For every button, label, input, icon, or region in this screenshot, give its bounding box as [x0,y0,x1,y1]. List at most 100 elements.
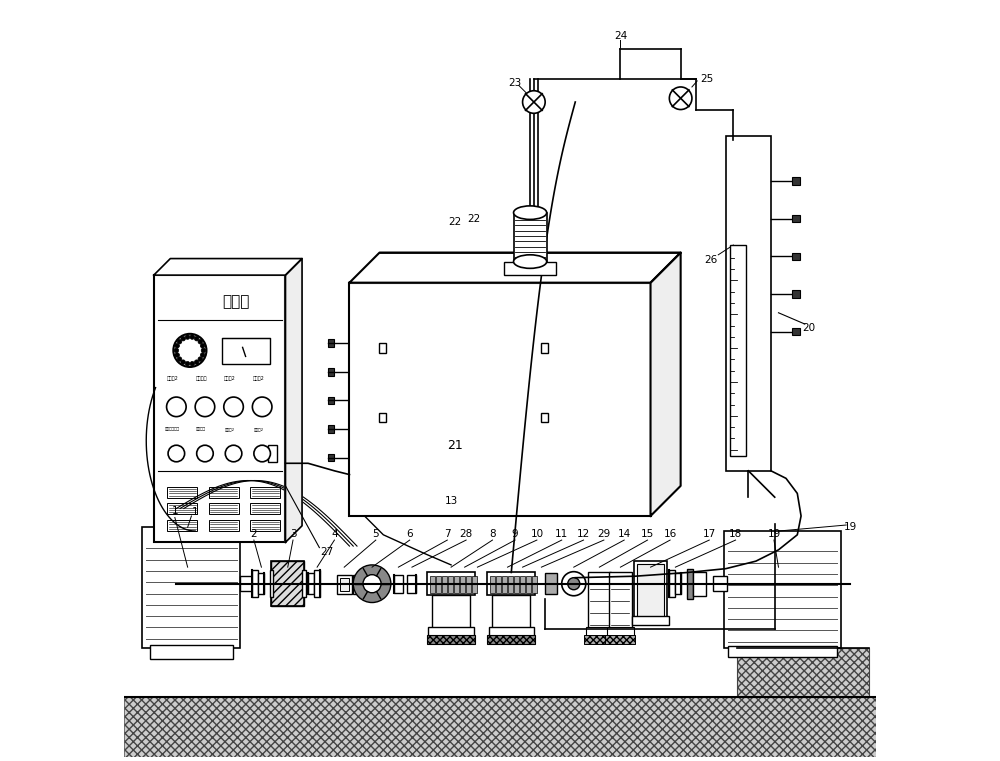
Bar [394,575,403,593]
Text: 17: 17 [703,529,716,539]
Bar [353,575,368,594]
Bar [504,262,556,275]
Bar [349,282,651,516]
Bar [532,576,537,593]
Bar [792,215,800,222]
Bar [487,635,535,644]
Text: 14: 14 [618,529,631,539]
Text: 自动控制开关: 自动控制开关 [165,428,180,431]
Text: 18: 18 [729,529,742,539]
Circle shape [194,360,199,365]
Text: 电磁控2: 电磁控2 [224,377,236,381]
Bar [605,635,635,644]
Bar [730,245,746,456]
Bar [609,572,632,629]
Bar [428,627,474,636]
Bar [713,576,727,591]
Bar [489,627,534,636]
Bar [492,595,530,629]
Bar [584,635,614,644]
Circle shape [195,397,215,416]
Text: 23: 23 [508,78,522,88]
Text: 2: 2 [251,529,257,539]
Bar [514,212,547,262]
Polygon shape [349,253,681,282]
Polygon shape [651,253,681,516]
Circle shape [353,565,391,603]
Circle shape [252,397,272,416]
Text: 21: 21 [447,440,463,453]
Circle shape [523,91,545,113]
Text: 28: 28 [460,529,473,539]
Bar [252,570,258,597]
Bar [693,572,706,596]
Text: 24: 24 [614,30,627,41]
Text: 液压控2: 液压控2 [253,377,264,381]
Bar [328,396,334,404]
Bar [142,527,240,648]
Text: 11: 11 [555,529,568,539]
Bar [250,503,280,514]
Text: 3: 3 [290,529,296,539]
Bar [314,570,320,597]
Bar [588,572,611,629]
Circle shape [197,445,213,462]
Circle shape [168,445,185,462]
Circle shape [198,357,203,361]
Circle shape [201,348,206,352]
Bar [432,595,470,629]
Circle shape [173,334,206,367]
Ellipse shape [514,255,547,269]
Bar [586,627,613,636]
Text: 1: 1 [192,508,198,517]
Bar [436,576,441,593]
Bar [328,454,334,461]
Text: 26: 26 [704,255,717,265]
Bar [250,486,280,498]
Bar [607,627,634,636]
Bar [632,616,669,625]
Text: 9: 9 [512,529,518,539]
Bar [514,576,519,593]
Bar [490,576,495,593]
Text: 4: 4 [331,529,338,539]
Text: 1: 1 [172,507,178,517]
Bar [222,338,270,364]
Text: 磁粉控2: 磁粉控2 [225,428,235,431]
Circle shape [167,397,186,416]
Bar [167,486,197,498]
Bar [379,413,386,422]
Circle shape [175,353,179,357]
Circle shape [185,335,190,339]
Bar [165,510,194,529]
Text: 7: 7 [444,529,451,539]
Bar [209,486,239,498]
Circle shape [185,361,190,366]
Bar [430,576,435,593]
Text: 直流电机: 直流电机 [196,428,206,431]
Bar [737,648,869,696]
Bar [675,573,681,594]
Bar [328,368,334,376]
Bar [337,575,352,594]
Text: 12: 12 [577,529,590,539]
Bar [637,564,664,619]
Bar [669,570,675,597]
Circle shape [190,335,195,339]
Bar [541,343,548,352]
Bar [150,645,233,659]
Bar [687,568,693,599]
Bar [466,576,471,593]
Polygon shape [285,259,302,543]
Circle shape [200,343,205,348]
Bar [167,520,197,531]
Bar [726,136,771,471]
Bar [328,425,334,433]
Bar [448,576,453,593]
Text: 8: 8 [489,529,496,539]
Bar [541,413,548,422]
Bar [356,578,365,591]
Bar [302,570,306,597]
Text: 19: 19 [767,529,781,539]
Text: 20: 20 [802,323,815,333]
